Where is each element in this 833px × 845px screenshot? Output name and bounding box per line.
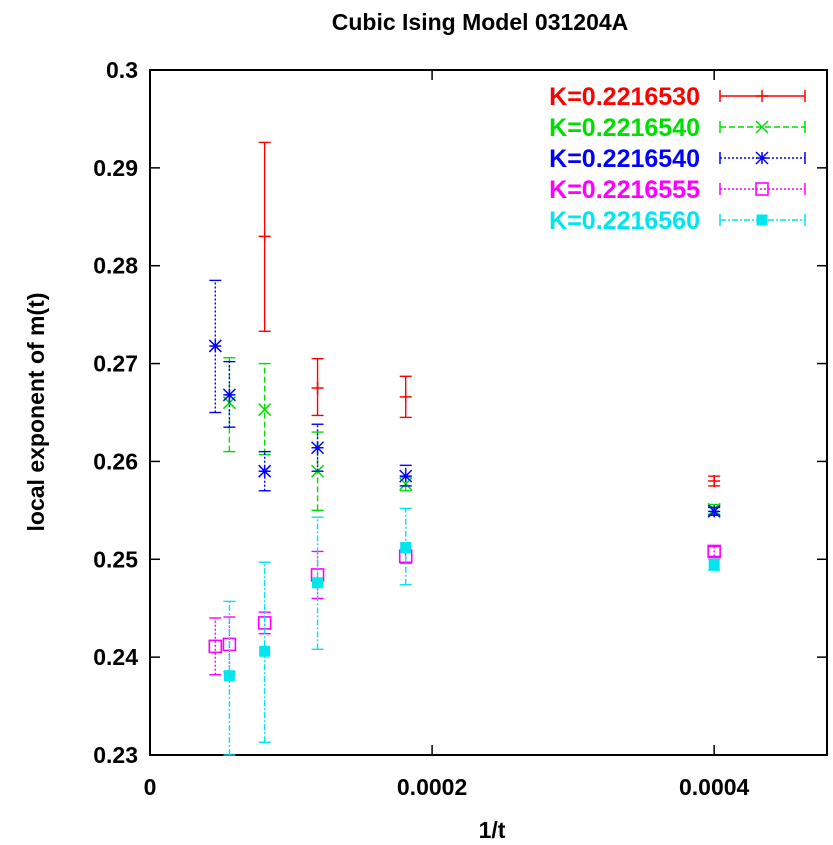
data-point [707, 504, 721, 518]
data-point [708, 559, 720, 571]
data-point [311, 441, 325, 455]
legend-label: K=0.2216530 [549, 83, 700, 111]
legend-marker [756, 90, 768, 102]
series-4 [208, 544, 721, 676]
legend-label: K=0.2216555 [549, 176, 700, 204]
series-layer [208, 141, 721, 756]
data-point [258, 403, 272, 417]
y-tick-label: 0.24 [93, 644, 138, 670]
legend-marker [755, 182, 769, 196]
data-point [258, 230, 271, 243]
data-point [399, 390, 412, 403]
data-point [708, 475, 721, 487]
y-tick-label: 0.3 [106, 57, 138, 83]
y-tick-label: 0.26 [93, 448, 138, 474]
plot-frame [149, 69, 828, 756]
x-tick-label: 0 [144, 774, 157, 800]
legend: K=0.2216530 K=0.2216540 K=0.2216540 K=0.221… [549, 83, 806, 235]
y-tick-label: 0.23 [93, 742, 138, 768]
series-5 [223, 507, 721, 756]
chart-title: Cubic Ising Model 031204A [332, 9, 629, 35]
data-point [222, 388, 236, 402]
legend-label: K=0.2216560 [549, 207, 700, 235]
axis-ticks: 0.23 0.24 0.25 0.26 0.27 0.28 0.29 0.3 0 0.0002 0.… [93, 57, 827, 800]
data-point [312, 577, 324, 589]
data-point [311, 382, 324, 395]
y-tick-label: 0.25 [93, 546, 138, 572]
x-axis-label: 1/t [479, 817, 506, 843]
data-point [208, 639, 223, 654]
data-point [223, 670, 235, 682]
y-tick-label: 0.29 [93, 155, 138, 181]
x-tick-label: 0.0004 [679, 774, 750, 800]
data-point [208, 339, 222, 353]
y-tick-label: 0.27 [93, 351, 138, 377]
series-2 [222, 357, 721, 516]
legend-label: K=0.2216540 [549, 114, 700, 142]
data-point [707, 544, 721, 559]
legend-label: K=0.2216540 [549, 145, 700, 173]
y-tick-label: 0.28 [93, 253, 138, 279]
legend-marker [755, 120, 769, 134]
data-point [258, 464, 272, 478]
data-point [259, 645, 271, 657]
legend-marker [755, 151, 769, 165]
series-1 [258, 141, 721, 487]
legend-marker [756, 214, 768, 226]
data-point [400, 542, 412, 554]
data-point [399, 469, 413, 483]
x-tick-label: 0.0002 [397, 774, 467, 800]
y-axis-label: local exponent of m(t) [23, 293, 49, 532]
series-3 [208, 279, 721, 518]
